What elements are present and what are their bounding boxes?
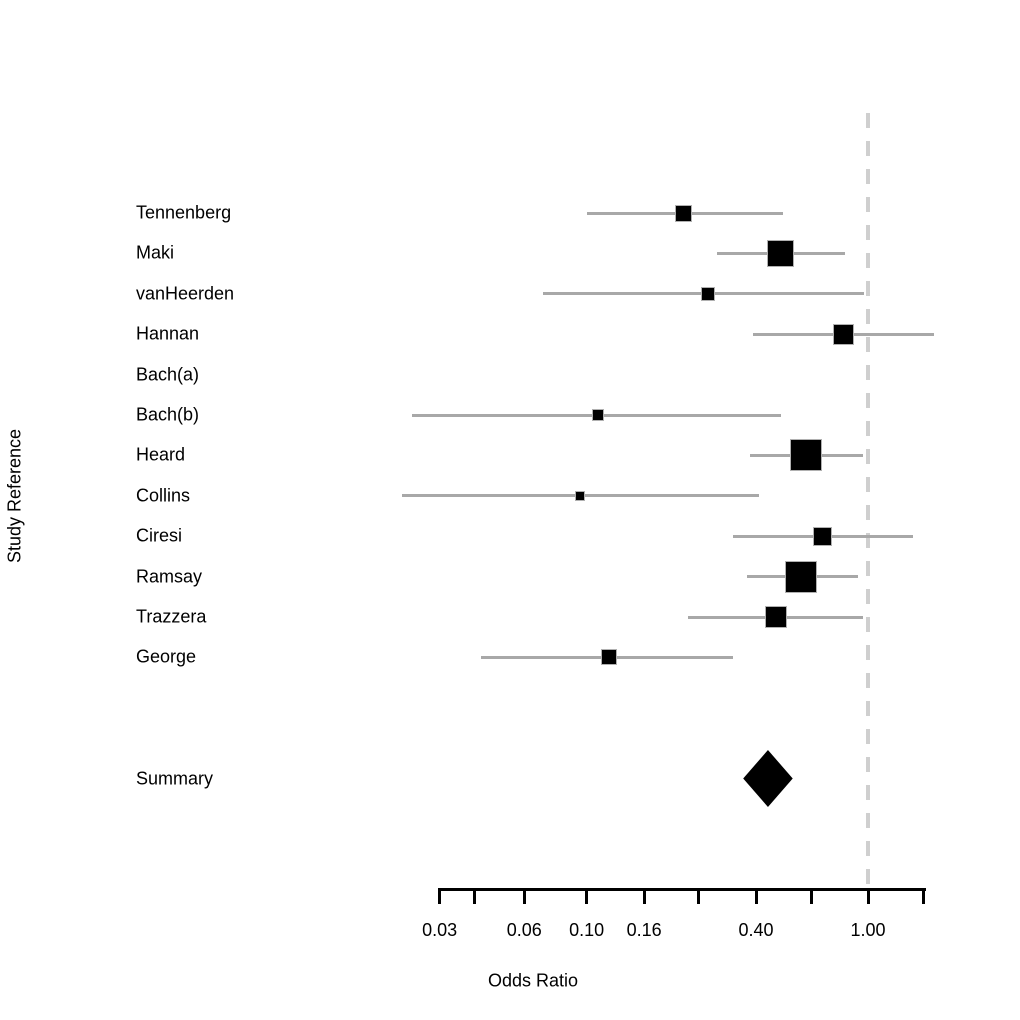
x-axis-tick [473,890,477,904]
x-axis-tick [585,890,589,904]
study-label: Ciresi [136,525,183,546]
odds-ratio-marker [789,439,822,472]
x-axis-line [438,888,926,891]
odds-ratio-marker [600,649,617,666]
x-axis-tick [810,890,814,904]
odds-ratio-marker [813,526,833,546]
study-label: Hannan [136,323,200,344]
x-axis-tick [438,890,442,904]
reference-line [866,113,870,889]
x-axis-tick [522,890,526,904]
odds-ratio-marker [767,239,795,267]
odds-ratio-marker [833,323,855,345]
x-axis-tick [866,890,870,904]
study-label: vanHeerden [136,283,235,304]
summary-label: Summary [136,768,214,788]
study-label: Trazzera [136,606,207,627]
odds-ratio-marker [674,204,692,222]
study-label: Heard [136,444,186,465]
study-label: Ramsay [136,566,203,587]
study-label: Tennenberg [136,202,232,223]
x-axis-tick-label: 1.00 [850,920,886,940]
x-axis-tick-label: 0.06 [506,920,542,940]
x-axis-tick-label: 0.16 [626,920,662,940]
odds-ratio-marker [764,606,787,628]
x-axis-tick [642,890,646,904]
study-label: George [136,646,197,667]
study-label: Collins [136,485,191,506]
x-axis-title: Odds Ratio [487,970,579,991]
summary-diamond [743,750,793,807]
odds-ratio-marker [592,409,605,421]
x-axis-tick-label: 0.10 [569,920,605,940]
x-axis-tick [922,890,926,904]
odds-ratio-marker [575,490,586,501]
y-axis-title: Study Reference [4,428,25,564]
x-axis-tick-label: 0.03 [422,920,458,940]
x-axis-tick [697,890,701,904]
study-label: Maki [136,242,175,263]
x-axis-tick-label: 0.40 [738,920,774,940]
x-axis-tick [754,890,758,904]
odds-ratio-marker [785,560,818,593]
study-label: Bach(b) [136,404,200,425]
odds-ratio-marker [701,286,716,301]
study-label: Bach(a) [136,364,200,385]
